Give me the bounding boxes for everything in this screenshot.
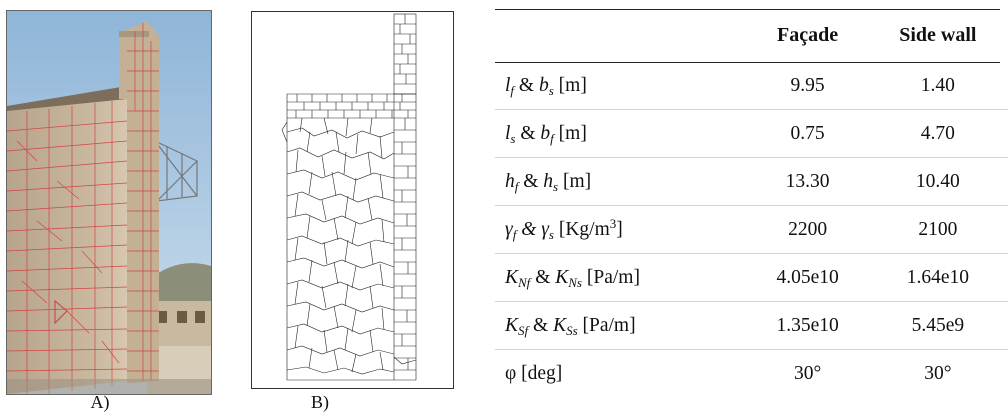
table-top-rule — [495, 9, 1000, 10]
table-row: γf & γs [Kg/m3] 2200 2100 — [495, 206, 1008, 254]
caption-a: A) — [90, 392, 110, 412]
parameter-table: Façade Side wall lf & bs [m] 9.95 1.40 l… — [495, 0, 1008, 412]
row-label: φ [deg] — [505, 362, 563, 384]
header-side-wall: Side wall — [899, 24, 977, 46]
table-row: KNf & KNs [Pa/m] 4.05e10 1.64e10 — [495, 254, 1008, 302]
cell-side-wall: 1.64e10 — [906, 266, 969, 288]
cell-side-wall: 30° — [924, 362, 952, 384]
block-drawing-image — [281, 13, 417, 381]
facade-photo — [6, 10, 212, 395]
cell-facade: 4.05e10 — [776, 266, 839, 288]
cell-side-wall: 5.45e9 — [911, 314, 965, 336]
table-row: KSf & KSs [Pa/m] 1.35e10 5.45e9 — [495, 302, 1008, 350]
table-header-row: Façade Side wall — [495, 9, 1008, 62]
cell-facade: 30° — [793, 362, 822, 384]
cell-side-wall: 1.40 — [920, 74, 955, 96]
table-header-rule — [495, 62, 1000, 63]
table-row: φ [deg] 30° 30° — [495, 350, 1008, 398]
cell-facade: 2200 — [788, 218, 828, 240]
table-row: ls & bf [m] 0.75 4.70 — [495, 110, 1008, 158]
facade-photo-image — [7, 11, 211, 394]
block-drawing — [251, 11, 454, 389]
cell-side-wall: 10.40 — [915, 170, 960, 192]
row-label: γf & γs [Kg/m3] — [505, 215, 623, 242]
cell-facade: 0.75 — [790, 122, 825, 144]
row-label: lf & bs [m] — [505, 74, 587, 98]
cell-side-wall: 4.70 — [920, 122, 955, 144]
table-row: lf & bs [m] 9.95 1.40 — [495, 62, 1008, 110]
header-empty — [495, 9, 747, 62]
cell-facade: 13.30 — [785, 170, 830, 192]
row-label: hf & hs [m] — [505, 170, 592, 194]
cell-facade: 9.95 — [790, 74, 825, 96]
cell-facade: 1.35e10 — [776, 314, 839, 336]
row-label: KNf & KNs [Pa/m] — [505, 266, 640, 290]
cell-side-wall: 2100 — [918, 218, 958, 240]
header-facade: Façade — [777, 24, 839, 46]
caption-b: B) — [311, 392, 329, 412]
table-row: hf & hs [m] 13.30 10.40 — [495, 158, 1008, 206]
row-label: KSf & KSs [Pa/m] — [505, 314, 636, 338]
row-label: ls & bf [m] — [505, 122, 587, 146]
